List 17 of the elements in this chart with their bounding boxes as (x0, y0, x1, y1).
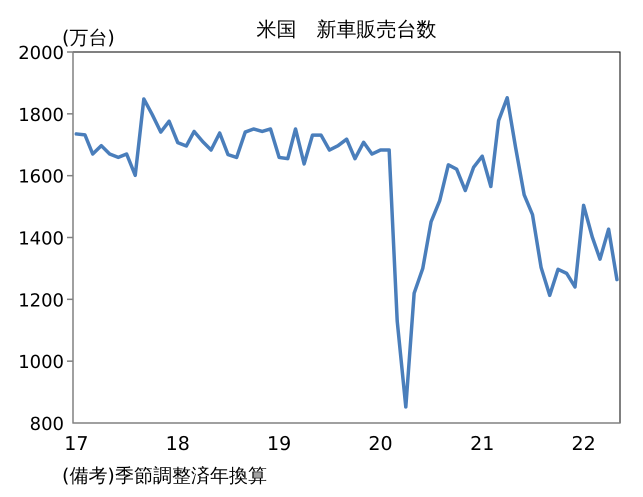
line-series (74, 96, 619, 409)
y-tick-label: 1400 (18, 228, 64, 250)
chart-title: 米国 新車販売台数 (256, 17, 436, 41)
y-tick-label: 1800 (18, 104, 64, 126)
x-tick-label: 18 (166, 433, 190, 455)
y-tick-label: 1000 (18, 352, 64, 374)
x-tick-label: 17 (64, 433, 88, 455)
y-tick-label: 2000 (18, 43, 64, 64)
x-tick-label: 21 (470, 433, 494, 455)
y-tick-label: 1600 (18, 166, 64, 188)
y-tick-label: 1200 (18, 290, 64, 312)
x-tick-label: 20 (368, 433, 393, 455)
x-tick-label: 19 (267, 433, 292, 455)
y-tick-label: 800 (30, 414, 64, 435)
x-tick-label: 22 (572, 433, 596, 455)
y-axis-title: (万台) (62, 27, 115, 49)
text: (備考)季節調整済年換算 (62, 465, 267, 487)
